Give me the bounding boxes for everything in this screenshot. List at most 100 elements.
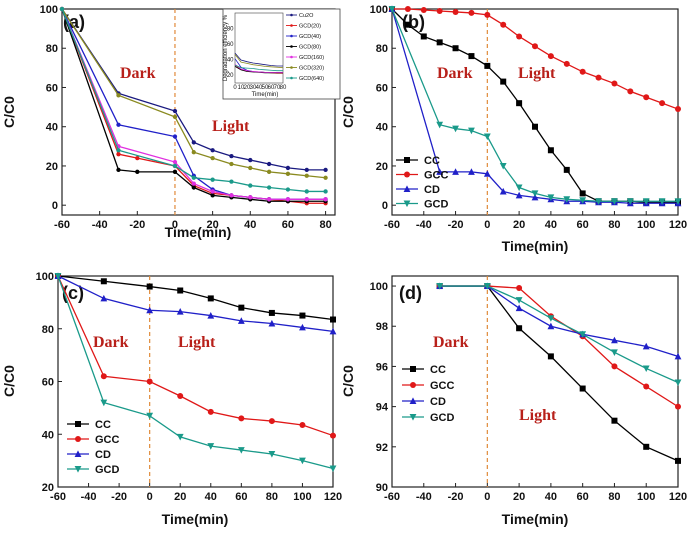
inset-legend-entry: GCD(20) [299, 24, 321, 30]
data-point [516, 100, 523, 107]
annotation-dark: Dark [433, 334, 469, 351]
annotation-dark: Dark [120, 65, 156, 82]
data-point [436, 7, 443, 14]
data-point [611, 198, 618, 205]
y-tick-label: 98 [376, 321, 388, 333]
y-axis-label: C/C0 [1, 365, 17, 397]
data-point [674, 198, 682, 205]
x-tick-label: 20 [513, 491, 525, 503]
data-point [330, 316, 336, 323]
data-point [304, 167, 309, 173]
x-tick-label: 0 [484, 491, 490, 503]
x-tick-label: 20 [174, 491, 186, 503]
chart-panel-4: -60 -40 -20 0 20 40 60 80 100 120 90 92 94 96 98 100 Tim… [340, 275, 687, 527]
x-tick-label: -20 [448, 219, 464, 231]
y-axis-label: C/C0 [340, 365, 356, 397]
series-line [439, 285, 679, 462]
data-point [177, 393, 184, 400]
data-point [207, 443, 215, 450]
data-point [532, 43, 538, 50]
data-point [611, 336, 618, 344]
inset-x-tick-label: 10 [238, 85, 245, 91]
data-point [116, 167, 121, 173]
x-axis-label: Time(min) [162, 511, 229, 527]
series-gcd [388, 6, 682, 205]
data-point [563, 166, 570, 173]
data-point [404, 6, 411, 12]
y-tick-label: 100 [370, 281, 388, 293]
data-point [468, 9, 475, 16]
series-gcd-320- [59, 6, 328, 180]
inset-series-line [234, 64, 283, 72]
inset-legend-marker [290, 34, 293, 38]
data-point [207, 295, 214, 302]
data-point [248, 157, 253, 163]
data-point [436, 121, 444, 129]
x-tick-label: 100 [637, 491, 655, 503]
data-point [229, 179, 234, 184]
data-point [515, 304, 523, 312]
series-cc [55, 273, 336, 323]
inset-y-tick-label: 20 [227, 73, 234, 79]
annotation-light: Light [212, 118, 250, 135]
data-point [248, 183, 253, 188]
x-tick-label: -60 [50, 491, 66, 503]
data-point [210, 148, 215, 153]
data-point [532, 123, 538, 130]
y-tick-label: 40 [46, 122, 58, 134]
inset-y-tick-label: 40 [227, 58, 234, 64]
series-line [439, 285, 679, 384]
inset-x-tick-label: 50 [262, 85, 269, 91]
data-point [484, 62, 491, 69]
y-tick-label: 60 [42, 377, 54, 389]
inset-x-tick-label: 70 [274, 85, 281, 91]
data-point [59, 6, 65, 12]
data-point [579, 68, 586, 75]
data-point [516, 285, 523, 292]
data-point [499, 162, 507, 170]
inset-legend-marker [290, 24, 293, 27]
x-tick-label: 60 [577, 491, 589, 503]
data-point [191, 175, 196, 180]
x-tick-label: 0 [147, 491, 153, 503]
data-point [146, 378, 153, 385]
x-axis-label: Time(min) [502, 238, 569, 254]
data-point [54, 273, 62, 280]
data-point [436, 39, 443, 46]
legend: CC GCC CD GCD [396, 155, 449, 211]
data-point [304, 197, 309, 202]
x-tick-label: 40 [205, 491, 217, 503]
series-line [439, 285, 679, 358]
data-point [483, 283, 491, 290]
y-tick-label: 20 [46, 161, 58, 173]
data-point [658, 198, 666, 205]
series-line [392, 8, 679, 110]
data-point [642, 342, 650, 350]
legend-entry: GCC [430, 380, 455, 392]
series-cd [388, 5, 682, 207]
data-point [468, 168, 475, 175]
legend-entry: GCD [430, 412, 455, 424]
data-point [323, 175, 328, 180]
data-point [135, 155, 140, 161]
inset-legend-entry: GCD(320) [299, 66, 324, 72]
data-point [323, 189, 328, 194]
x-axis-label: Time(min) [502, 511, 569, 527]
data-point [579, 331, 587, 338]
data-point [210, 193, 215, 198]
inset-x-tick-label: 0 [233, 85, 237, 91]
x-tick-label: 100 [637, 219, 655, 231]
data-point [436, 168, 444, 175]
data-point [611, 363, 618, 370]
data-point [176, 308, 184, 315]
inset-legend-marker [290, 76, 293, 80]
data-point [210, 189, 215, 194]
x-tick-label: 80 [266, 491, 278, 503]
inset-legend-marker [290, 55, 293, 59]
data-point [248, 165, 253, 171]
inset-x-tick-label: 60 [268, 85, 275, 91]
legend-marker [403, 185, 411, 192]
data-point [515, 191, 523, 199]
x-tick-label: 40 [545, 219, 557, 231]
data-point [329, 465, 337, 473]
